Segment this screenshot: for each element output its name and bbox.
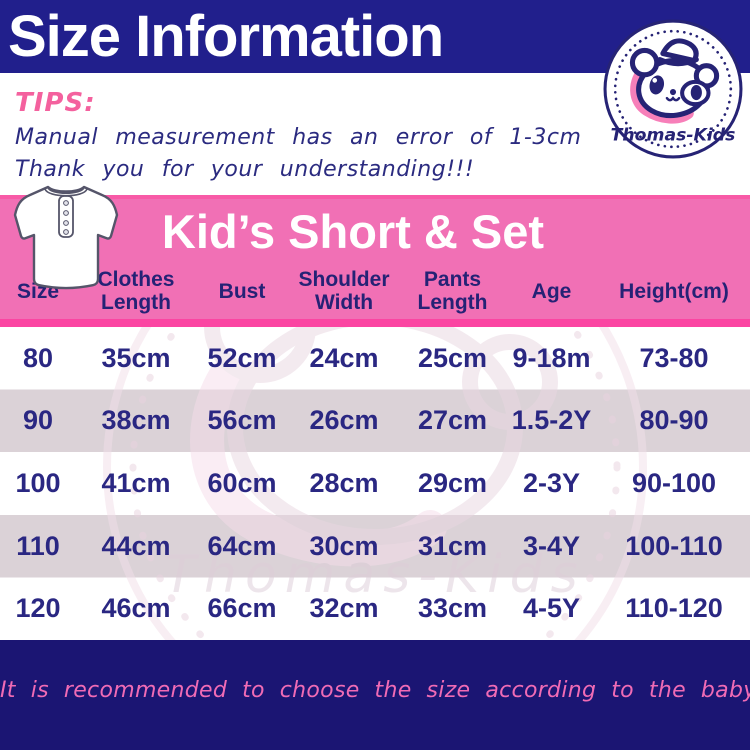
column-header-bust: Bust bbox=[218, 279, 266, 303]
tips-block: TIPS: Manual measurement has an error of… bbox=[15, 88, 615, 182]
cell-clothes-length: 46cm bbox=[101, 593, 171, 624]
cell-shoulder-width: 30cm bbox=[309, 530, 379, 561]
cell-size: 80 bbox=[22, 342, 54, 373]
cell-size: 90 bbox=[22, 405, 54, 436]
tips-heading: TIPS: bbox=[15, 88, 96, 118]
cell-size: 120 bbox=[15, 593, 61, 624]
cell-age: 3-4Y bbox=[522, 530, 581, 561]
cell-clothes-length: 35cm bbox=[101, 342, 171, 373]
cell-clothes-length: 41cm bbox=[101, 467, 171, 498]
cell-shoulder-width: 32cm bbox=[309, 593, 379, 624]
cell-clothes-length: 44cm bbox=[101, 530, 171, 561]
brand-logo: Thomas-Kids bbox=[602, 18, 744, 160]
column-header-pants-length: Pants Length bbox=[417, 268, 488, 314]
tips-line-1: Manual measurement has an error of 1-3cm bbox=[15, 125, 582, 150]
title-bar: Size Information bbox=[0, 0, 750, 73]
cell-bust: 56cm bbox=[207, 405, 277, 436]
cell-clothes-length: 38cm bbox=[101, 405, 171, 436]
cell-pants-length: 27cm bbox=[417, 405, 488, 436]
cell-height: 73-80 bbox=[639, 342, 709, 373]
footer-note: It is recommended to choose the size acc… bbox=[0, 678, 750, 703]
table-row: 90 38cm 56cm 26cm 27cm 1.5-2Y 80-90 bbox=[0, 390, 750, 453]
column-header-age: Age bbox=[531, 279, 572, 303]
cell-pants-length: 25cm bbox=[417, 342, 488, 373]
cell-height: 100-110 bbox=[625, 530, 723, 561]
table-row: 120 46cm 66cm 32cm 33cm 4-5Y 110-120 bbox=[0, 577, 750, 640]
cell-height: 90-100 bbox=[631, 467, 717, 498]
cell-height: 80-90 bbox=[639, 405, 709, 436]
cell-size: 100 bbox=[15, 467, 61, 498]
column-header-shoulder-width: Shoulder Width bbox=[298, 268, 390, 314]
cell-shoulder-width: 28cm bbox=[309, 467, 379, 498]
cell-bust: 52cm bbox=[207, 342, 277, 373]
page-title: Size Information bbox=[8, 4, 444, 69]
cell-bust: 66cm bbox=[207, 593, 277, 624]
size-table: Thomas-Kids 80 35cm 52cm 24cm 25cm 9-18m… bbox=[0, 195, 750, 739]
cell-age: 2-3Y bbox=[522, 467, 581, 498]
cell-pants-length: 29cm bbox=[417, 467, 488, 498]
cell-shoulder-width: 26cm bbox=[309, 405, 379, 436]
table-body: 80 35cm 52cm 24cm 25cm 9-18m 73-80 90 38… bbox=[0, 327, 750, 640]
cell-pants-length: 31cm bbox=[417, 530, 488, 561]
cell-shoulder-width: 24cm bbox=[309, 342, 379, 373]
cell-height: 110-120 bbox=[625, 593, 723, 624]
tshirt-icon bbox=[12, 182, 120, 292]
cell-age: 1.5-2Y bbox=[511, 405, 592, 436]
cell-age: 4-5Y bbox=[522, 593, 581, 624]
bear-icon: Thomas-Kids bbox=[603, 19, 743, 159]
cell-bust: 64cm bbox=[207, 530, 277, 561]
table-row: 110 44cm 64cm 30cm 31cm 3-4Y 100-110 bbox=[0, 515, 750, 578]
table-row: 100 41cm 60cm 28cm 29cm 2-3Y 90-100 bbox=[0, 452, 750, 515]
column-header-height: Height(cm) bbox=[619, 279, 729, 303]
cell-bust: 60cm bbox=[207, 467, 277, 498]
cell-age: 9-18m bbox=[512, 342, 591, 373]
footer-bar: It is recommended to choose the size acc… bbox=[0, 640, 750, 750]
tips-line-2: Thank you for your understanding!!! bbox=[15, 157, 475, 182]
cell-size: 110 bbox=[16, 530, 60, 561]
cell-pants-length: 33cm bbox=[417, 593, 488, 624]
table-row: 80 35cm 52cm 24cm 25cm 9-18m 73-80 bbox=[0, 327, 750, 390]
brand-name: Thomas-Kids bbox=[611, 126, 736, 146]
